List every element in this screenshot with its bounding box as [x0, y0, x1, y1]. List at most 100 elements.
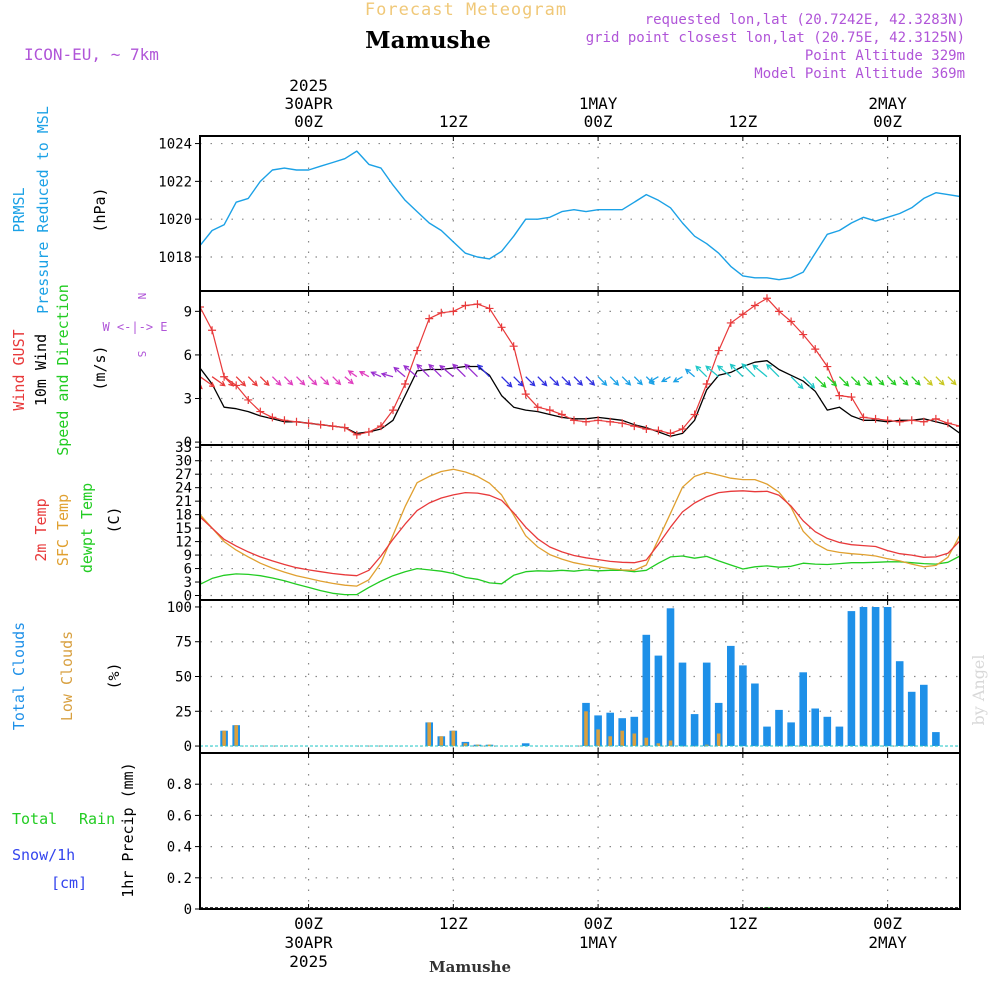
product-title: Forecast Meteogram — [365, 0, 567, 20]
total-cloud-bar — [727, 645, 735, 746]
gust-marker — [678, 425, 687, 434]
gust-marker — [871, 414, 880, 423]
wind-arrow — [695, 365, 708, 378]
y-tick-label: 0.2 — [167, 871, 192, 887]
wind-arrow — [716, 365, 732, 378]
total-cloud-bar — [642, 634, 651, 747]
time-label-bottom: 30APR — [284, 933, 333, 952]
panel-content — [200, 150, 960, 281]
panel-frame — [199, 444, 961, 601]
gust-marker — [352, 430, 361, 439]
y-tick-label: 15 — [175, 521, 192, 537]
wind-arrow — [513, 376, 524, 387]
gust-marker — [557, 410, 566, 419]
temp-2m-line — [200, 490, 960, 577]
gust-marker — [642, 425, 651, 434]
gust-marker — [473, 300, 482, 309]
panel-frame — [199, 135, 961, 292]
gust-marker — [364, 427, 373, 436]
y-tick-label: 33 — [175, 440, 192, 456]
prmsl-label: PRMSL — [10, 187, 28, 232]
gust-marker — [606, 417, 615, 426]
wind-arrow — [439, 364, 454, 378]
time-label-top: 12Z — [439, 112, 468, 131]
wind-arrow — [296, 376, 306, 386]
pressure-labels: PRMSL Pressure Reduced to MSL (hPa) — [10, 106, 109, 314]
temp-labels: 2m Temp SFC Temp dewpt Temp (C) — [32, 483, 123, 573]
wind-arrow — [729, 363, 744, 378]
time-axis-labels: 202530APR00Z00Z30APR202512Z12Z1MAY00Z00Z… — [284, 76, 907, 971]
wind-arrow — [741, 363, 756, 378]
y-tick-label: 3 — [184, 392, 192, 408]
wind-arrow — [537, 376, 548, 387]
gust-marker — [376, 422, 385, 431]
wind-arrow — [223, 376, 235, 387]
compass-west-east: W <-|-> E — [102, 320, 167, 334]
temperature-panel — [200, 468, 960, 596]
y-tick-label: 6 — [184, 562, 192, 578]
time-label-top: 00Z — [584, 112, 613, 131]
location-title: Mamushe — [365, 27, 491, 54]
wind-arrow — [597, 376, 608, 386]
low-cloud-bar — [439, 736, 444, 746]
wind-arrow — [660, 376, 671, 383]
wind-arrow — [648, 376, 659, 383]
gust-marker — [184, 293, 192, 301]
cloud-labels: Total Clouds Low Clouds (%) — [10, 622, 123, 730]
wind-arrow — [347, 370, 358, 378]
model-altitude: Model Point Altitude 369m — [754, 66, 965, 82]
low-cloud-bar — [656, 743, 661, 747]
gust-marker — [811, 345, 820, 354]
wind-arrow — [609, 376, 620, 386]
low-cloud-bar — [668, 740, 673, 747]
low-cloud-bar — [632, 733, 637, 746]
panel-frame — [199, 290, 961, 446]
y-tick-label: 1024 — [158, 137, 192, 153]
total-cloud-bar — [920, 684, 928, 746]
low-cloud-bar — [608, 736, 612, 746]
low-cloud-bar — [487, 744, 492, 747]
gust-marker — [172, 291, 180, 299]
gust-marker — [762, 294, 771, 303]
y-tick-label: 12 — [175, 535, 192, 551]
total-cloud-bar — [907, 691, 916, 746]
low-cloud-bar — [463, 743, 468, 747]
low-cloud-bar — [716, 733, 721, 746]
wind-arrow — [621, 376, 632, 386]
gust-marker — [823, 362, 832, 371]
gust-marker — [292, 417, 301, 426]
y-tick-label: 0 — [184, 902, 192, 918]
y-tick-label: 18 — [175, 508, 192, 524]
panel-frame — [199, 752, 961, 910]
gust-marker — [268, 413, 277, 422]
y-tick-label: 1020 — [158, 212, 192, 228]
model-label: ICON-EU, ~ 7km — [24, 45, 159, 64]
total-cloud-bar — [702, 662, 711, 747]
gust-marker — [569, 416, 578, 425]
wind-speed-direction-label: Speed and Direction — [54, 284, 72, 456]
wind-arrow — [863, 376, 873, 386]
wind-gust-label: Wind GUST — [10, 329, 28, 410]
gust-marker — [750, 301, 759, 310]
gust-marker — [883, 416, 892, 425]
wind-arrow — [672, 376, 683, 383]
wind-arrow — [935, 376, 945, 386]
wind-arrow — [766, 363, 780, 378]
wind-arrow — [452, 363, 466, 378]
total-cloud-bar — [932, 732, 940, 746]
wind-arrow — [320, 376, 330, 386]
wind-arrow — [308, 376, 318, 386]
wind-panel — [160, 291, 960, 439]
y-tick-label: 0 — [184, 589, 192, 605]
gust-marker — [160, 300, 168, 308]
wind-arrow — [428, 363, 442, 378]
gust-marker — [859, 413, 868, 422]
wind-10m-label: 10m Wind — [32, 334, 50, 406]
gust-marker — [437, 308, 446, 317]
precip-snow-label: Snow/1h — [12, 846, 75, 864]
precip-labels: Total Rain Snow/1h [cm] 1hr Precip (mm) — [12, 762, 137, 897]
wind-arrow — [403, 365, 418, 378]
time-label-top: 2MAY — [868, 94, 907, 113]
low-cloud-bar — [475, 744, 480, 747]
gust-marker — [594, 416, 603, 425]
